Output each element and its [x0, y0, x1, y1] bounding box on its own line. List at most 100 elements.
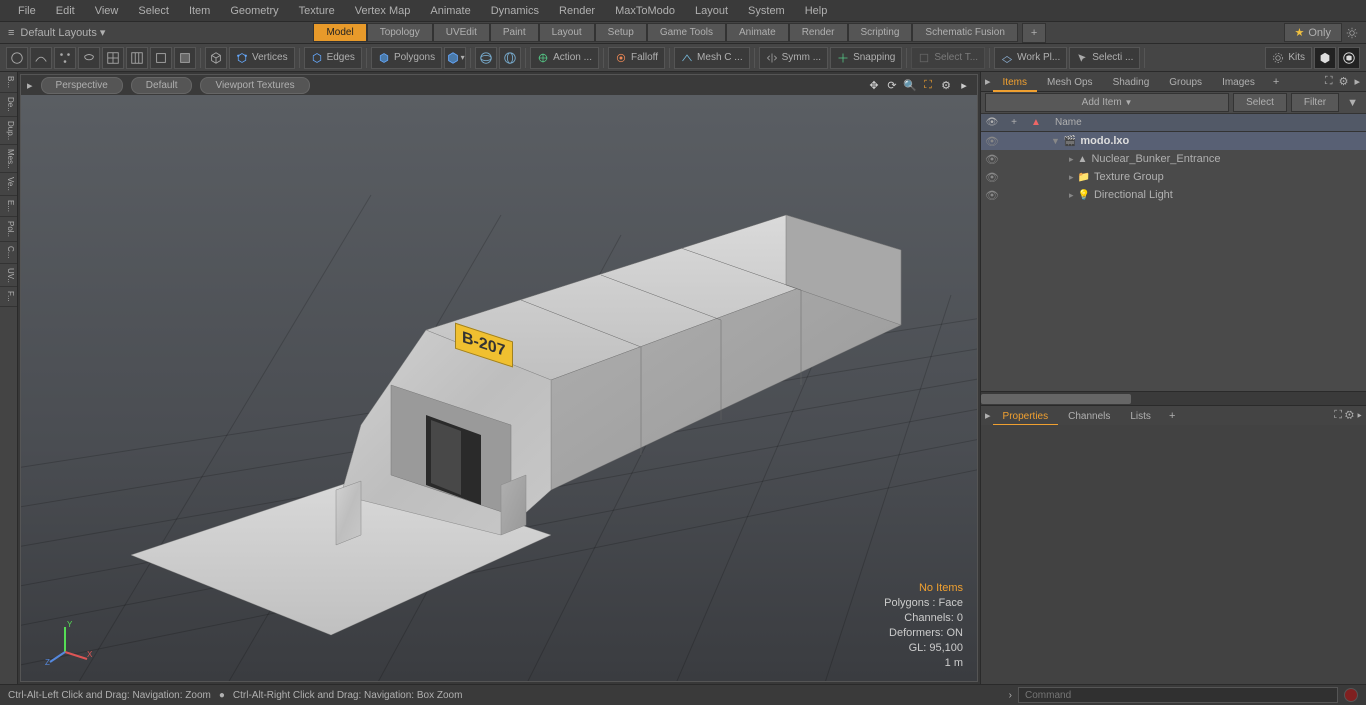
- pan-icon[interactable]: ✥: [867, 78, 881, 92]
- props-expand-icon[interactable]: ⛶: [1334, 409, 1342, 421]
- menu-help[interactable]: Help: [795, 5, 838, 17]
- expand-icon[interactable]: ▼: [1051, 136, 1060, 146]
- layout-tab-schematic-fusion[interactable]: Schematic Fusion: [912, 23, 1017, 42]
- tree-row[interactable]: 👁 ▸ 📁 Texture Group: [981, 168, 1366, 186]
- viewport-next-icon[interactable]: ▸: [957, 78, 971, 92]
- filter-funnel-icon[interactable]: ▼: [1343, 97, 1362, 109]
- menu-texture[interactable]: Texture: [289, 5, 345, 17]
- zoom-icon[interactable]: 🔍: [903, 78, 917, 92]
- items-tab-items[interactable]: Items: [993, 75, 1037, 92]
- items-tab-shading[interactable]: Shading: [1103, 75, 1160, 90]
- selection-button[interactable]: Selecti ...: [1069, 47, 1140, 69]
- menu-render[interactable]: Render: [549, 5, 605, 17]
- leftstrip-item[interactable]: C...: [0, 242, 17, 263]
- menu-edit[interactable]: Edit: [46, 5, 85, 17]
- layout-menu-icon[interactable]: ≡: [8, 27, 14, 39]
- curve-tool-icon[interactable]: [30, 47, 52, 69]
- kits-button[interactable]: Kits: [1265, 47, 1312, 69]
- items-tab-images[interactable]: Images: [1212, 75, 1265, 90]
- visibility-icon[interactable]: 👁: [981, 135, 1003, 148]
- layout-tab-layout[interactable]: Layout: [539, 23, 595, 42]
- cube-dropdown-icon[interactable]: ▾: [444, 47, 466, 69]
- snapping-button[interactable]: Snapping: [830, 47, 902, 69]
- layout-tab-paint[interactable]: Paint: [490, 23, 539, 42]
- globe1-icon[interactable]: [475, 47, 497, 69]
- cube-tool-icon[interactable]: [205, 47, 227, 69]
- layout-tab-render[interactable]: Render: [789, 23, 848, 42]
- menu-vertex-map[interactable]: Vertex Map: [345, 5, 421, 17]
- command-input[interactable]: [1018, 687, 1338, 703]
- tree-row[interactable]: 👁 ▸ 💡 Directional Light: [981, 186, 1366, 204]
- props-tab-properties[interactable]: Properties: [993, 409, 1059, 426]
- action-button[interactable]: Action ...: [530, 47, 599, 69]
- viewport-textures-dropdown[interactable]: Viewport Textures: [200, 77, 309, 94]
- items-tab-groups[interactable]: Groups: [1159, 75, 1212, 90]
- layout-tab-topology[interactable]: Topology: [367, 23, 433, 42]
- falloff-button[interactable]: Falloff: [608, 47, 665, 69]
- props-next-icon[interactable]: ▸: [1357, 409, 1362, 421]
- vertices-button[interactable]: Vertices: [229, 47, 295, 69]
- menu-animate[interactable]: Animate: [420, 5, 480, 17]
- hex-icon[interactable]: [1314, 47, 1336, 69]
- lock-column-icon[interactable]: +: [1003, 117, 1025, 128]
- edges-button[interactable]: Edges: [304, 47, 362, 69]
- leftstrip-item[interactable]: Ve..: [0, 173, 17, 196]
- menu-view[interactable]: View: [85, 5, 129, 17]
- circle-tool-icon[interactable]: [6, 47, 28, 69]
- viewport-perspective-dropdown[interactable]: Perspective: [41, 77, 123, 94]
- menu-item[interactable]: Item: [179, 5, 220, 17]
- props-add-tab-icon[interactable]: +: [1163, 410, 1181, 422]
- layout-tab-setup[interactable]: Setup: [595, 23, 647, 42]
- item-tree[interactable]: 👁 ▼ 🎬 modo.lxo👁 ▸ ▲ Nuclear_Bunker_Entra…: [981, 132, 1366, 391]
- point-tool-icon[interactable]: [54, 47, 76, 69]
- props-menu-icon[interactable]: ▸: [985, 409, 991, 422]
- tree-scrollbar[interactable]: [981, 391, 1366, 405]
- name-column-header[interactable]: Name: [1047, 117, 1082, 128]
- grid2-tool-icon[interactable]: [126, 47, 148, 69]
- axis-gizmo[interactable]: Y X Z: [45, 617, 95, 667]
- leftstrip-item[interactable]: De..: [0, 93, 17, 117]
- record-button[interactable]: [1344, 688, 1358, 702]
- maximize-icon[interactable]: ⛶: [921, 78, 935, 92]
- layout-tab-game-tools[interactable]: Game Tools: [647, 23, 726, 42]
- globe2-icon[interactable]: [499, 47, 521, 69]
- select-through-button[interactable]: Select T...: [911, 47, 985, 69]
- layout-tab-uvedit[interactable]: UVEdit: [433, 23, 490, 42]
- leftstrip-item[interactable]: E...: [0, 196, 17, 217]
- menu-geometry[interactable]: Geometry: [220, 5, 288, 17]
- leftstrip-item[interactable]: Pol..: [0, 217, 17, 242]
- menu-layout[interactable]: Layout: [685, 5, 738, 17]
- panel-next-icon[interactable]: ▸: [1352, 75, 1362, 88]
- menu-system[interactable]: System: [738, 5, 795, 17]
- unreal-icon[interactable]: [1338, 47, 1360, 69]
- menu-file[interactable]: File: [8, 5, 46, 17]
- props-gear-icon[interactable]: ⚙: [1345, 409, 1354, 421]
- expand-icon[interactable]: ▸: [1069, 154, 1074, 165]
- gear-icon[interactable]: ⚙: [939, 78, 953, 92]
- props-tab-lists[interactable]: Lists: [1120, 409, 1161, 424]
- menu-maxtomodo[interactable]: MaxToModo: [605, 5, 685, 17]
- add-item-button[interactable]: Add Item ▼: [985, 93, 1229, 112]
- lasso-tool-icon[interactable]: [78, 47, 100, 69]
- layout-tab-model[interactable]: Model: [313, 23, 366, 42]
- select-button[interactable]: Select: [1233, 93, 1287, 112]
- leftstrip-item[interactable]: UV..: [0, 264, 17, 288]
- layout-tab-scripting[interactable]: Scripting: [848, 23, 913, 42]
- panel-gear-icon[interactable]: ⚙: [1337, 75, 1351, 88]
- menu-select[interactable]: Select: [128, 5, 179, 17]
- rotate-icon[interactable]: ⟳: [885, 78, 899, 92]
- mesh-constraint-button[interactable]: Mesh C ...: [674, 47, 750, 69]
- expand-icon[interactable]: ▸: [1069, 190, 1074, 201]
- panel-expand-icon[interactable]: ⛶: [1323, 75, 1335, 88]
- viewport-default-dropdown[interactable]: Default: [131, 77, 193, 94]
- filter-button[interactable]: Filter: [1291, 93, 1339, 112]
- rect-tool-icon[interactable]: [150, 47, 172, 69]
- panel-menu-icon[interactable]: ▸: [985, 75, 991, 88]
- items-tab-mesh-ops[interactable]: Mesh Ops: [1037, 75, 1103, 90]
- eye-column-icon[interactable]: 👁: [981, 117, 1003, 128]
- leftstrip-item[interactable]: B...: [0, 72, 17, 93]
- rectfill-tool-icon[interactable]: [174, 47, 196, 69]
- tree-row[interactable]: 👁 ▼ 🎬 modo.lxo: [981, 132, 1366, 150]
- only-button[interactable]: ★Only: [1284, 23, 1343, 42]
- leftstrip-item[interactable]: F...: [0, 287, 17, 307]
